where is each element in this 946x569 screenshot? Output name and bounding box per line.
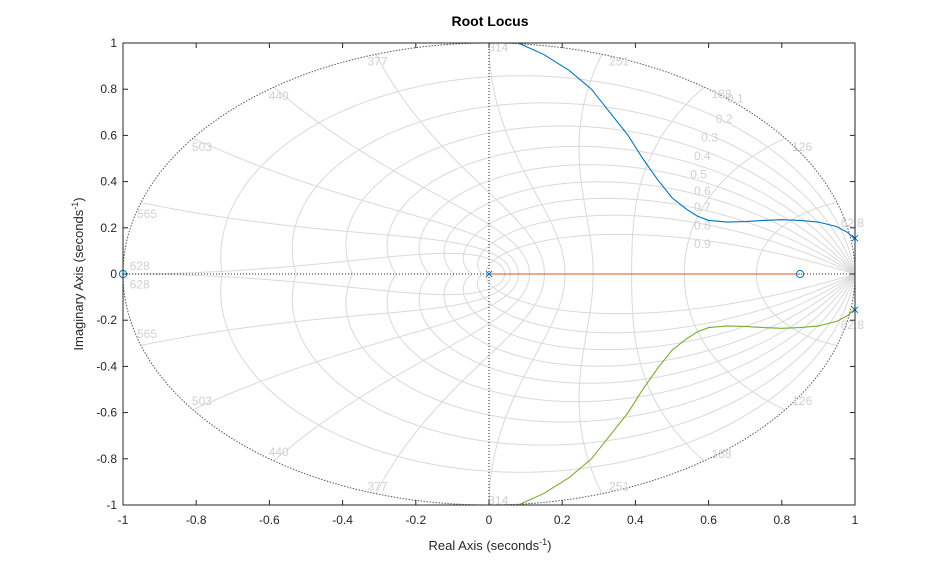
y-tick-label: 0.4 [100,175,117,189]
natural-frequency-curve-upper [140,202,512,275]
y-tick-label: -0.8 [96,452,117,466]
natural-frequency-label: 62.8 [841,318,865,332]
damping-ratio-label: 0.5 [690,168,707,182]
x-tick-label: 1 [852,513,859,527]
natural-frequency-label: 565 [137,207,157,221]
natural-frequency-curve-upper [755,202,838,275]
damping-curve-upper [477,214,856,275]
natural-frequency-label: 251 [609,55,629,69]
natural-frequency-label: 503 [192,394,212,408]
damping-curve-lower [386,273,856,403]
x-tick-label: 0 [486,513,493,527]
y-axis-label: Imaginary Axis (seconds-1) [70,197,86,350]
damping-ratio-label: 0.3 [701,131,718,145]
x-tick-label: 0.4 [627,513,644,527]
locus-branch-1 [518,42,856,240]
damping-ratio-label: 0.2 [716,112,733,126]
natural-frequency-curve-upper [273,86,531,275]
unit-circle [122,42,856,506]
natural-frequency-curve-lower [631,273,705,462]
natural-frequency-label: 62.8 [841,216,865,230]
zgrid-labels: 0.1 0.2 0.3 0.4 0.5 0.6 0.7 0.8 0.9 62.8 62.8 126 12… [130,41,865,508]
damping-ratio-label: 0.6 [694,184,711,198]
x-tick-label: -0.6 [259,513,280,527]
zero-marker [796,269,805,279]
damping-curve-upper [486,233,856,275]
damping-ratio-label: 0.9 [694,237,711,251]
x-tick-label: 0.2 [554,513,571,527]
y-tick-label: -1 [106,498,117,512]
natural-frequency-curve-lower [578,273,603,494]
x-tick-label: 0.6 [700,513,717,527]
pole-marker [485,270,493,278]
damping-curve-lower [291,273,856,446]
x-tick-label: -0.2 [405,513,426,527]
damping-curve-upper [345,125,856,275]
locus-branches [489,42,856,506]
x-tick-label: 0.8 [773,513,790,527]
axis-ticks: -1 -0.8 -0.6 -0.4 -0.2 0 0.2 0.4 0.6 0.8 1 -1 -0.8 -0… [96,36,858,527]
natural-frequency-label: 565 [137,327,157,341]
natural-frequency-label: 377 [368,480,388,494]
natural-frequency-label: 126 [792,394,812,408]
damping-ratio-label: 0.8 [694,219,711,233]
damping-curve-lower [477,273,856,334]
damping-curve-lower [486,273,856,315]
natural-frequency-label: 188 [712,87,732,101]
y-tick-label: -0.6 [96,406,117,420]
natural-frequency-label: 628 [130,259,150,273]
y-tick-label: 0.6 [100,128,117,142]
natural-frequency-curve-lower [375,273,546,494]
natural-frequency-label: 188 [712,447,732,461]
natural-frequency-label: 440 [269,89,289,103]
y-tick-label: 0 [110,267,117,281]
natural-frequency-curve-upper [488,42,566,275]
damping-ratio-label: 0.4 [694,149,711,163]
natural-frequency-curve-upper [122,252,506,275]
natural-frequency-curve-upper [683,137,786,275]
damping-curve-upper [443,181,856,275]
natural-frequency-label: 251 [609,480,629,494]
damping-curve-upper [418,164,856,275]
natural-frequency-curve-lower [273,273,531,462]
natural-frequency-curve-lower [488,273,566,506]
locus-branch-2 [518,308,856,506]
damping-curve-upper [291,102,856,275]
damping-curve-upper [220,75,856,275]
damping-ratio-label: 0.7 [694,200,711,214]
natural-frequency-label: 503 [192,140,212,154]
damping-ratio-label: 0.1 [727,91,744,105]
damping-curve-lower [345,273,856,423]
x-axis-label: Real Axis (seconds-1) [429,537,552,553]
x-tick-label: -0.4 [332,513,353,527]
x-tick-label: -1 [118,513,129,527]
natural-frequency-curve-upper [578,54,603,275]
damping-curve-lower [220,273,856,473]
natural-frequency-curve-upper [192,137,520,275]
y-tick-label: 1 [110,36,117,50]
natural-frequency-label: 126 [792,140,812,154]
natural-frequency-curve-lower [755,273,838,346]
natural-frequency-label: 440 [269,445,289,459]
x-tick-label: -0.8 [186,513,207,527]
natural-frequency-curve-upper [375,54,546,275]
natural-frequency-label: 314 [488,41,508,55]
natural-frequency-label: 377 [368,55,388,69]
y-tick-label: 0.2 [100,221,117,235]
natural-frequency-curve-upper [631,86,705,275]
natural-frequency-curve-lower [683,273,786,411]
damping-curve-lower [443,273,856,367]
natural-frequency-curve-lower [122,273,506,296]
chart-title: Root Locus [452,13,529,29]
y-tick-label: -0.4 [96,359,117,373]
natural-frequency-label: 314 [488,493,508,507]
natural-frequency-curve-lower [192,273,520,411]
y-tick-label: 0.8 [100,82,117,96]
natural-frequency-label: 628 [130,277,150,291]
y-tick-label: -0.2 [96,313,117,327]
